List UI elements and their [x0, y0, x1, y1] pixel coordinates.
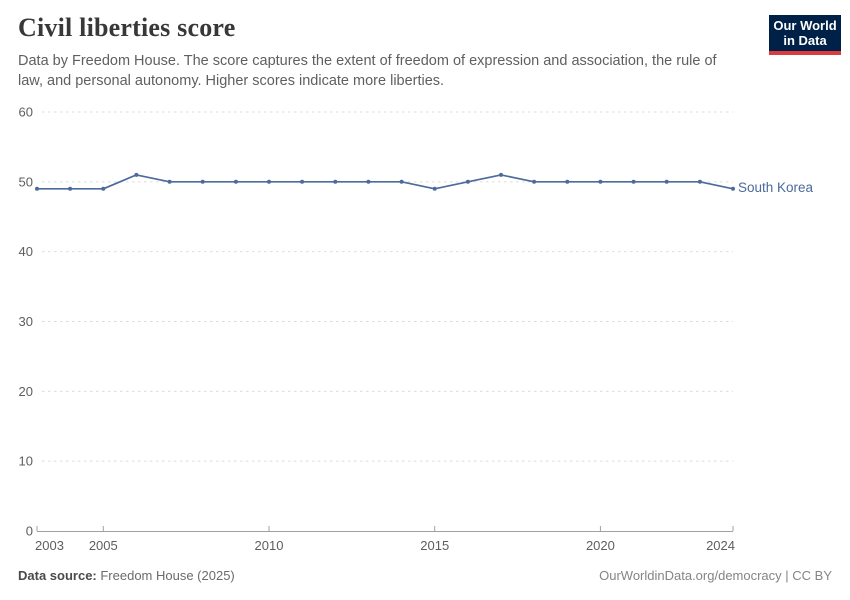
data-point-marker[interactable]: [399, 179, 404, 184]
owid-logo-line1: Our World: [773, 18, 837, 33]
data-point-marker[interactable]: [366, 179, 371, 184]
data-point-marker[interactable]: [432, 186, 437, 191]
data-point-marker[interactable]: [532, 179, 537, 184]
y-axis-tick-label: 0: [26, 524, 33, 539]
data-point-marker[interactable]: [731, 186, 735, 191]
x-axis-tick-label: 2005: [89, 538, 118, 553]
chart-subtitle: Data by Freedom House. The score capture…: [18, 53, 717, 89]
data-point-marker[interactable]: [465, 179, 470, 184]
data-point-marker[interactable]: [134, 172, 139, 177]
owid-logo-line2: in Data: [783, 33, 827, 48]
data-point-marker[interactable]: [200, 179, 205, 184]
data-point-marker[interactable]: [565, 179, 570, 184]
owid-url-license-link[interactable]: OurWorldinData.org/democracy | CC BY: [599, 568, 832, 583]
data-point-marker[interactable]: [631, 179, 636, 184]
data-source-note: Data source: Freedom House (2025): [18, 568, 235, 583]
owid-logo[interactable]: Our World in Data: [769, 15, 841, 55]
data-point-marker[interactable]: [664, 179, 669, 184]
data-point-marker[interactable]: [333, 179, 338, 184]
data-point-marker[interactable]: [233, 179, 238, 184]
data-point-marker[interactable]: [499, 172, 503, 177]
y-axis-tick-label: 40: [19, 244, 33, 259]
x-axis-tick-label: 2015: [420, 538, 449, 553]
series-label-south-korea[interactable]: South Korea: [738, 180, 814, 195]
y-axis-tick-label: 20: [19, 384, 33, 399]
data-point-marker[interactable]: [35, 186, 39, 191]
data-point-marker[interactable]: [598, 179, 603, 184]
data-point-marker[interactable]: [101, 186, 106, 191]
data-source-label: Data source:: [18, 568, 97, 583]
data-point-marker[interactable]: [697, 179, 702, 184]
y-axis-tick-label: 30: [19, 314, 33, 329]
page-title: Civil liberties score: [18, 13, 236, 42]
chart-footer: Data source: Freedom House (2025) OurWor…: [18, 568, 832, 583]
data-source-value: Freedom House (2025): [96, 568, 235, 583]
y-axis-tick-label: 50: [19, 174, 33, 189]
data-point-marker[interactable]: [300, 179, 305, 184]
y-axis-tick-label: 60: [19, 105, 33, 120]
y-axis-tick-label: 10: [19, 454, 33, 469]
x-axis-tick-label: 2010: [255, 538, 284, 553]
data-point-marker[interactable]: [267, 179, 271, 184]
data-line: [37, 174, 734, 190]
x-axis-tick-label: 2020: [586, 538, 615, 553]
x-axis-tick-label: 2024: [706, 538, 735, 553]
x-axis-tick-label: 2003: [35, 538, 64, 553]
data-point-marker[interactable]: [68, 186, 73, 191]
data-point-marker[interactable]: [167, 179, 172, 184]
